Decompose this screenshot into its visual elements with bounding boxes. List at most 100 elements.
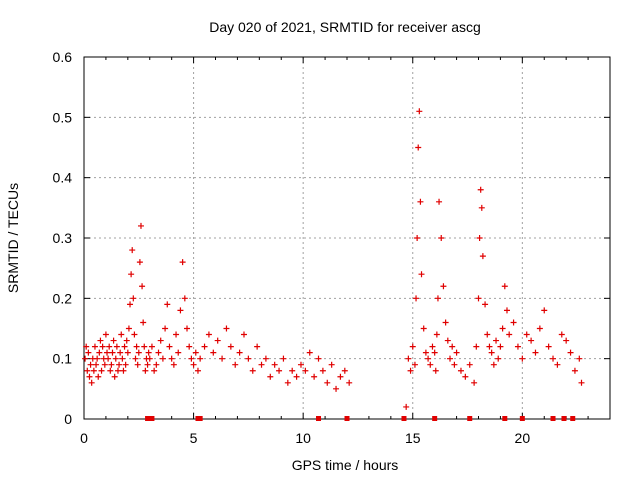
data-point (205, 331, 212, 338)
data-point (139, 283, 146, 290)
data-point (188, 355, 195, 362)
data-point (122, 361, 129, 368)
data-point (166, 343, 173, 350)
data-point (112, 355, 119, 362)
data-point (168, 355, 175, 362)
data-point (141, 343, 148, 350)
data-point (140, 319, 147, 326)
data-point (414, 235, 421, 241)
data-point (503, 307, 510, 314)
data-point (289, 367, 296, 374)
data-point (532, 349, 539, 356)
data-point (110, 337, 117, 344)
data-point (121, 343, 128, 350)
data-point (499, 325, 506, 332)
plot-frame (83, 56, 611, 420)
data-point (186, 343, 193, 350)
x-axis-label: GPS time / hours (292, 457, 399, 473)
data-point (550, 355, 557, 362)
data-point (462, 373, 469, 380)
x-tick-label: 15 (405, 430, 421, 446)
data-point (130, 295, 137, 302)
data-point (181, 295, 188, 302)
data-point (232, 361, 239, 368)
data-point (175, 349, 182, 356)
data-point (280, 355, 287, 362)
data-point (341, 367, 348, 374)
data-point (101, 361, 108, 368)
gap-marker (316, 416, 322, 421)
data-point (108, 361, 115, 368)
gap-marker (197, 416, 203, 421)
data-point (403, 403, 410, 410)
data-point (479, 253, 486, 260)
data-point (85, 349, 92, 356)
data-point (145, 349, 152, 356)
data-point (337, 373, 344, 380)
data-point (466, 361, 473, 368)
y-tick-label: 0.3 (53, 230, 73, 246)
data-point (302, 367, 309, 374)
data-point (148, 343, 155, 350)
data-point (417, 198, 424, 205)
data-point (422, 349, 429, 356)
data-point (411, 361, 418, 368)
data-point (510, 319, 517, 326)
data-point (116, 361, 123, 368)
data-point (129, 247, 136, 254)
gap-marker (570, 416, 576, 421)
data-point (267, 373, 274, 380)
data-point (117, 349, 124, 356)
data-point (484, 331, 491, 338)
data-point (114, 367, 121, 374)
data-point (83, 343, 90, 350)
data-point (227, 343, 234, 350)
data-point (107, 367, 114, 374)
data-point (125, 325, 132, 332)
data-point (91, 343, 98, 350)
data-point (477, 186, 484, 193)
data-point (223, 325, 230, 332)
data-point (177, 307, 184, 314)
data-point (578, 379, 585, 386)
data-point (88, 379, 95, 386)
data-point (155, 349, 162, 356)
data-point (144, 361, 151, 368)
data-point (536, 325, 543, 332)
data-point (571, 367, 578, 374)
data-point (415, 144, 422, 151)
data-point (159, 355, 166, 362)
data-point (84, 367, 91, 374)
data-point (293, 373, 300, 380)
data-point (245, 355, 252, 362)
data-point (151, 367, 158, 374)
gap-marker (344, 416, 350, 421)
data-point (219, 355, 226, 362)
data-point (473, 343, 480, 350)
grid (84, 57, 610, 419)
gap-marker (550, 416, 556, 421)
data-point (86, 373, 93, 380)
data-point (416, 108, 423, 115)
data-point (541, 307, 548, 314)
data-point (431, 349, 438, 356)
data-point (432, 367, 439, 374)
data-point (111, 373, 118, 380)
data-point (545, 343, 552, 350)
data-point (258, 361, 265, 368)
data-point (433, 331, 440, 338)
data-point (319, 367, 326, 374)
data-point (405, 355, 412, 362)
data-point (495, 355, 502, 362)
data-point (333, 385, 340, 392)
data-point (558, 331, 565, 338)
data-point (554, 361, 561, 368)
data-point (262, 355, 269, 362)
gap-markers (145, 416, 576, 421)
data-point (153, 361, 160, 368)
data-point (324, 379, 331, 386)
data-point (276, 367, 283, 374)
data-point (99, 343, 106, 350)
data-point (173, 331, 180, 338)
